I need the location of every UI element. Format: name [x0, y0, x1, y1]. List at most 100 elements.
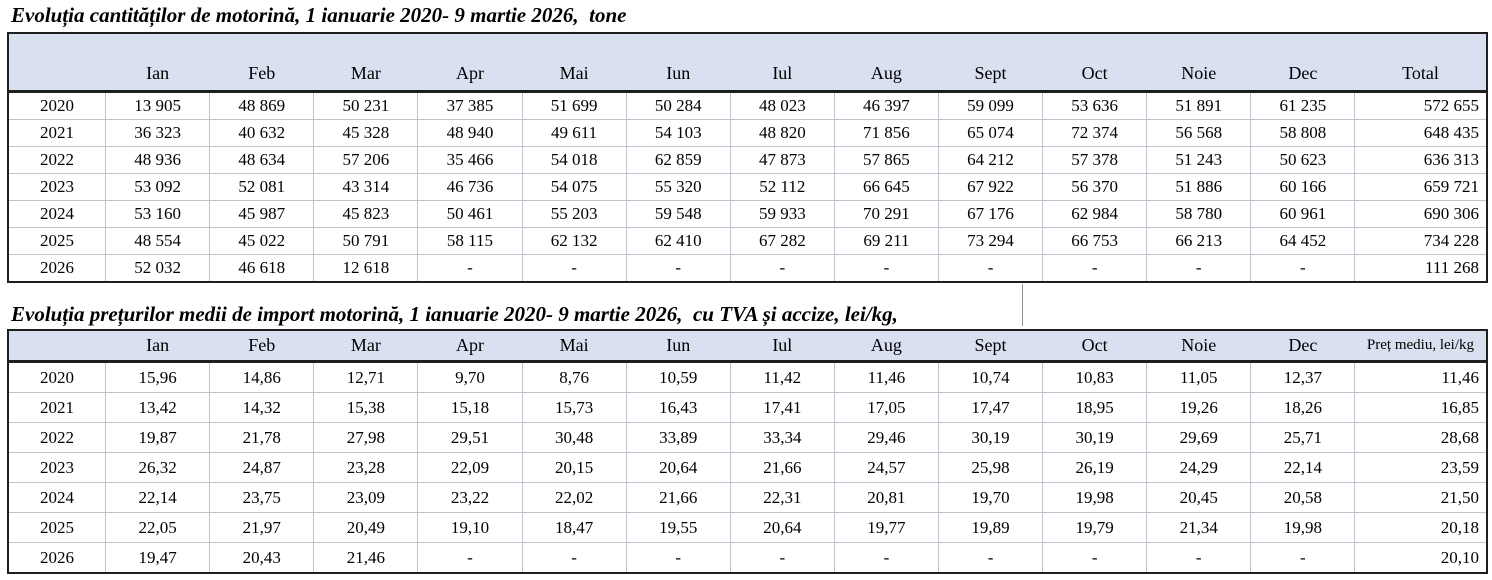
value-cell: 43 314 [313, 173, 419, 201]
column-header: Oct [1042, 330, 1147, 363]
value-cell: 49 611 [521, 119, 627, 147]
value-cell: 15,38 [313, 392, 419, 423]
value-cell: 29,69 [1146, 422, 1252, 453]
value-cell: 9,70 [417, 361, 523, 393]
value-cell: 17,47 [937, 392, 1044, 423]
year-cell: 2025 [7, 227, 107, 255]
value-cell: 55 320 [625, 173, 731, 201]
column-header: Dec [1250, 330, 1355, 363]
value-cell: - [833, 254, 939, 283]
value-cell: 48 940 [417, 119, 523, 147]
value-cell: 30,48 [521, 422, 627, 453]
value-cell: 57 865 [833, 146, 939, 174]
value-cell: 8,76 [521, 361, 627, 393]
value-cell: 66 753 [1042, 227, 1148, 255]
value-cell: 69 211 [833, 227, 939, 255]
column-header: Mai [522, 330, 627, 363]
value-cell: 19,98 [1042, 482, 1148, 513]
column-header: Preț mediu, lei/kg [1354, 330, 1487, 363]
value-cell: 16,43 [625, 392, 731, 423]
year-cell: 2023 [7, 452, 107, 483]
value-cell: 36 323 [105, 119, 211, 147]
value-cell: 18,95 [1042, 392, 1148, 423]
value-cell: 13,42 [105, 392, 211, 423]
column-header: Mar [313, 330, 418, 363]
value-cell: 14,32 [209, 392, 315, 423]
table-row: 2022 19,87 21,78 27,98 29,51 30,48 33,89 33,34 2… [7, 422, 1488, 453]
column-header: Iul [730, 33, 835, 93]
total-cell: 20,10 [1354, 542, 1488, 574]
value-cell: 21,66 [625, 482, 731, 513]
value-cell: 14,86 [209, 361, 315, 393]
total-cell: 648 435 [1354, 119, 1488, 147]
table-row: 2025 22,05 21,97 20,49 19,10 18,47 19,55 20,64 1… [7, 512, 1488, 543]
value-cell: 18,47 [521, 512, 627, 543]
value-cell: - [521, 542, 627, 574]
total-cell: 690 306 [1354, 200, 1488, 228]
value-cell: 24,29 [1146, 452, 1252, 483]
table-row: 2020 13 905 48 869 50 231 37 385 51 699 50 284… [7, 91, 1488, 120]
table-row: 2025 48 554 45 022 50 791 58 115 62 132 62 410… [7, 227, 1488, 255]
value-cell: - [417, 254, 523, 283]
value-cell: 22,14 [1250, 452, 1356, 483]
year-cell: 2026 [7, 254, 107, 283]
total-cell: 16,85 [1354, 392, 1488, 423]
value-cell: 51 891 [1146, 91, 1252, 120]
value-cell: 27,98 [313, 422, 419, 453]
value-cell: 17,05 [833, 392, 939, 423]
column-header: Iun [626, 33, 731, 93]
value-cell: 45 328 [313, 119, 419, 147]
year-cell: 2020 [7, 91, 107, 120]
value-cell: 12,37 [1250, 361, 1356, 393]
value-cell: 24,87 [209, 452, 315, 483]
value-cell: 54 018 [521, 146, 627, 174]
column-header: Dec [1250, 33, 1355, 93]
value-cell: 60 961 [1250, 200, 1356, 228]
value-cell: 45 823 [313, 200, 419, 228]
value-cell: - [937, 254, 1044, 283]
table-row: 2023 26,32 24,87 23,28 22,09 20,15 20,64 21,66 2… [7, 452, 1488, 483]
value-cell: 62 984 [1042, 200, 1148, 228]
price-table-title: Evoluția prețurilor medii de import moto… [11, 302, 898, 326]
value-cell: 23,75 [209, 482, 315, 513]
table-row: 2026 19,47 20,43 21,46- - - - - - - - -20,10 [7, 542, 1488, 574]
value-cell: 61 235 [1250, 91, 1356, 120]
value-cell: 50 791 [313, 227, 419, 255]
table-row: 2022 48 936 48 634 57 206 35 466 54 018 62 859… [7, 146, 1488, 174]
value-cell: 33,34 [729, 422, 835, 453]
year-cell: 2023 [7, 173, 107, 201]
value-cell: 15,73 [521, 392, 627, 423]
value-cell: 37 385 [417, 91, 523, 120]
column-header: Ian [105, 33, 210, 93]
column-header: Sept [938, 33, 1043, 93]
year-cell: 2020 [7, 361, 107, 393]
price-header-row: Ian Feb Mar Apr Mai Iun Iul Aug Sept Oct Noie Dec Pr… [8, 330, 1487, 363]
value-cell: 15,96 [105, 361, 211, 393]
value-cell: 23,22 [417, 482, 523, 513]
total-cell: 21,50 [1354, 482, 1488, 513]
value-cell: 64 452 [1250, 227, 1356, 255]
year-cell: 2024 [7, 482, 107, 513]
total-cell: 659 721 [1354, 173, 1488, 201]
value-cell: 18,26 [1250, 392, 1356, 423]
value-cell: 33,89 [625, 422, 731, 453]
value-cell: 21,97 [209, 512, 315, 543]
value-cell: 21,78 [209, 422, 315, 453]
value-cell: 56 568 [1146, 119, 1252, 147]
value-cell: 53 092 [105, 173, 211, 201]
value-cell: 30,19 [1042, 422, 1148, 453]
value-cell: 15,18 [417, 392, 523, 423]
quantity-table-title: Evoluția cantităților de motorină, 1 ian… [11, 3, 627, 27]
value-cell: 46 736 [417, 173, 523, 201]
value-cell: 51 886 [1146, 173, 1252, 201]
value-cell: - [1250, 542, 1356, 574]
value-cell: 58 808 [1250, 119, 1356, 147]
value-cell: 21,34 [1146, 512, 1252, 543]
value-cell: 19,10 [417, 512, 523, 543]
value-cell: - [625, 542, 731, 574]
column-header: Total [1354, 33, 1487, 93]
table-row: 2024 53 160 45 987 45 823 50 461 55 203 59 548… [7, 200, 1488, 228]
column-header: Noie [1146, 330, 1251, 363]
value-cell: 50 284 [625, 91, 731, 120]
table-row: 2023 53 092 52 081 43 314 46 736 54 075 55 320… [7, 173, 1488, 201]
